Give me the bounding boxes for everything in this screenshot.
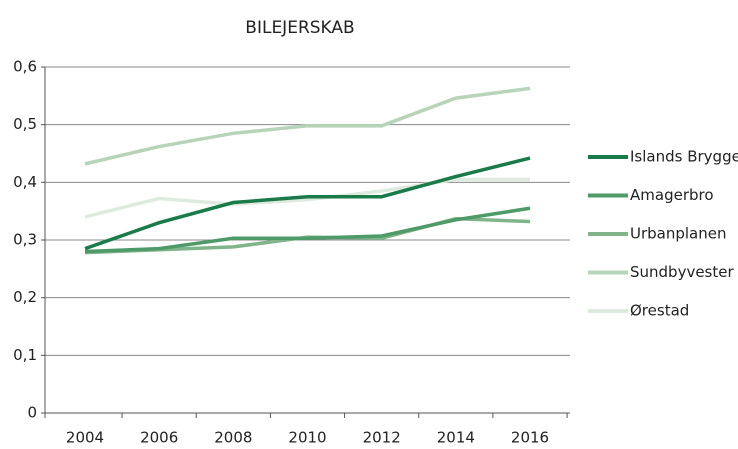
chart-title: BILEJERSKAB bbox=[245, 18, 354, 38]
x-tick-label: 2006 bbox=[140, 429, 178, 446]
x-tick-label: 2016 bbox=[511, 429, 549, 446]
y-tick-label: 0,3 bbox=[13, 231, 37, 249]
series-line bbox=[84, 156, 531, 251]
series-line bbox=[84, 177, 530, 219]
y-tick-label: 0,4 bbox=[13, 173, 37, 191]
legend-label: Amagerbro bbox=[630, 186, 714, 204]
legend-label: Urbanplanen bbox=[630, 225, 727, 243]
y-tick-label: 0 bbox=[27, 404, 37, 422]
series-line bbox=[84, 206, 531, 254]
x-tick-label: 2008 bbox=[214, 429, 252, 446]
y-tick-label: 0,5 bbox=[13, 115, 37, 133]
x-tick-label: 2012 bbox=[363, 429, 401, 446]
x-tick-label: 2014 bbox=[437, 429, 475, 446]
legend-label: Ørestad bbox=[630, 302, 689, 320]
y-tick-label: 0,2 bbox=[13, 288, 37, 306]
legend-label: Islands Brygge bbox=[630, 148, 738, 166]
x-tick-label: 2004 bbox=[66, 429, 104, 446]
series-line bbox=[84, 86, 531, 166]
y-tick-label: 0,1 bbox=[13, 346, 37, 364]
legend-label: Sundbyvester bbox=[630, 263, 734, 281]
x-tick-label: 2010 bbox=[288, 429, 326, 446]
y-tick-label: 0,6 bbox=[13, 58, 37, 76]
